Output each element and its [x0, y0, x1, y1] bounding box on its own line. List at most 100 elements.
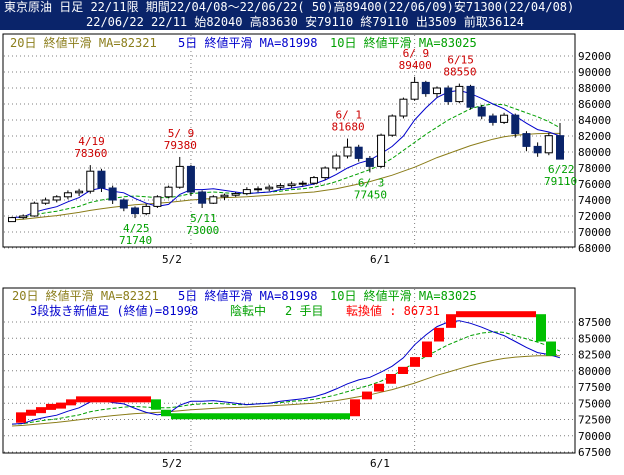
- candle-body: [41, 199, 50, 204]
- candle-body: [19, 215, 28, 219]
- lower-ma10-line: [11, 331, 561, 425]
- candle-body: [544, 135, 553, 154]
- title-bar-line2: 22/06/22 22/11 始82040 高83630 安79110 終791…: [0, 15, 624, 30]
- lower-y-tick-label: 87500: [578, 316, 611, 329]
- new-price-run: [171, 413, 350, 420]
- new-price-bar: [66, 399, 76, 406]
- new-price-bar: [56, 402, 66, 409]
- candle-body: [309, 177, 318, 184]
- lower-info-step: 2 手目: [285, 304, 323, 318]
- candle-body: [242, 189, 251, 195]
- lower-x-label-0: 5/2: [162, 457, 182, 470]
- candle-body: [131, 207, 140, 215]
- candle-body: [164, 186, 173, 198]
- new-price-bar: [536, 314, 546, 342]
- new-price-bar: [350, 399, 360, 417]
- lower-ma20-line: [11, 355, 560, 427]
- title-bar-line1: 東京原油 日足 22/11限 期間22/04/08〜22/06/22( 50)高…: [0, 0, 624, 15]
- lower-info-reversal: 転換値 : 86731: [346, 303, 440, 318]
- candle-body: [421, 81, 430, 95]
- candle-body: [477, 106, 486, 117]
- candle-body: [153, 196, 162, 207]
- lower-grid: [4, 289, 574, 453]
- upper-y-tick-label: 78000: [578, 162, 611, 175]
- header-line1-text: 東京原油 日足 22/11限 期間22/04/08〜22/06/22( 50)高…: [4, 0, 575, 14]
- lower-legend-ma10: 10日 終値平滑 MA=83025: [330, 288, 477, 303]
- candle-body: [97, 170, 106, 189]
- candle-body: [466, 85, 475, 108]
- upper-panel: 68000 70000 72000 74000 76000 78000 80000 82000…: [2, 33, 611, 255]
- candle-body: [175, 165, 184, 188]
- upper-x-axis: 5/2 6/1: [162, 253, 390, 266]
- annotation-price: 73000: [186, 224, 219, 237]
- upper-y-tick-label: 86000: [578, 98, 611, 111]
- annotation-price: 71740: [119, 234, 152, 247]
- candle-body: [444, 87, 453, 103]
- annotation-date: 6/22: [548, 163, 575, 176]
- candle-body: [432, 87, 441, 95]
- annotation-price: 78360: [74, 147, 107, 160]
- candle-body: [298, 182, 307, 185]
- candle-body: [119, 199, 128, 209]
- upper-legend-ma20: 20日 終値平滑 MA=82321: [10, 35, 157, 50]
- annotation-price: 77450: [354, 188, 387, 201]
- candle-body: [186, 165, 195, 193]
- ma20-line: [11, 132, 560, 221]
- new-price-bar: [36, 407, 46, 414]
- new-price-bar: [446, 314, 456, 328]
- new-price-run: [76, 396, 151, 403]
- lower-x-axis: 5/2 6/1: [162, 457, 390, 470]
- candle-body: [377, 134, 386, 167]
- lower-y-tick-label: 67500: [578, 446, 611, 459]
- upper-y-tick-label: 80000: [578, 146, 611, 159]
- lower-legend-ma5: 5日 終値平滑 MA=81998: [178, 288, 317, 303]
- new-price-bar: [26, 409, 36, 416]
- candle-body: [30, 202, 39, 217]
- candle-body: [86, 170, 95, 192]
- new-price-bar: [422, 341, 432, 358]
- candle-body: [321, 167, 330, 179]
- upper-y-tick-label: 82000: [578, 130, 611, 143]
- candle-body: [63, 192, 72, 198]
- candle-body: [533, 145, 542, 154]
- upper-y-tick-label: 74000: [578, 194, 611, 207]
- lower-y-tick-label: 72500: [578, 414, 611, 427]
- lower-y-tick-label: 77500: [578, 381, 611, 394]
- header-line2-text: 22/06/22 22/11 始82040 高83630 安79110 終791…: [86, 15, 525, 29]
- new-price-bar: [16, 412, 26, 423]
- lower-panel: 67500 70000 72500 75000 77500 80000 82500 85000…: [2, 287, 611, 459]
- candle-body: [231, 193, 240, 196]
- annotation-date: 6/ 9: [403, 47, 430, 60]
- new-price-bar: [434, 327, 444, 342]
- lower-y-tick-label: 82500: [578, 349, 611, 362]
- lower-legend-ma20: 20日 終値平滑 MA=82321: [12, 288, 159, 303]
- new-price-bars: [16, 311, 556, 423]
- candle-body: [488, 115, 497, 123]
- annotation-date: 5/ 9: [168, 127, 195, 140]
- candle-body: [108, 187, 117, 201]
- annotation-date: 4/25: [123, 222, 150, 235]
- annotation-price: 79110: [544, 175, 577, 188]
- candle-body: [388, 115, 397, 136]
- ma10-line: [11, 103, 561, 219]
- candle-body: [254, 188, 263, 191]
- candle-body: [410, 81, 419, 100]
- candle-body: [500, 114, 509, 123]
- upper-y-tick-label: 68000: [578, 242, 611, 255]
- candle-body: [365, 157, 374, 167]
- candle-body: [142, 205, 151, 215]
- lower-info-method: 3段抜き新値足 (終値)=81998: [30, 303, 198, 318]
- candle-body: [209, 196, 218, 204]
- new-price-bar: [410, 357, 420, 367]
- annotation-date: 6/15: [447, 54, 474, 67]
- upper-y-tick-label: 76000: [578, 178, 611, 191]
- new-price-bar: [386, 374, 396, 384]
- new-price-run: [456, 311, 536, 318]
- annotation-price: 81680: [332, 121, 365, 134]
- annotation-date: 6/ 3: [358, 176, 385, 189]
- new-price-bar: [46, 403, 56, 410]
- candle-body: [511, 114, 520, 135]
- new-price-bar: [546, 341, 556, 356]
- annotation-date: 4/19: [78, 135, 105, 148]
